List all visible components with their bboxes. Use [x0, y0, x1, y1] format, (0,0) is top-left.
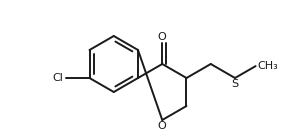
Text: S: S	[231, 79, 239, 89]
Text: O: O	[158, 121, 167, 131]
Text: Cl: Cl	[53, 73, 64, 83]
Text: CH₃: CH₃	[258, 61, 278, 71]
Text: O: O	[158, 31, 167, 42]
